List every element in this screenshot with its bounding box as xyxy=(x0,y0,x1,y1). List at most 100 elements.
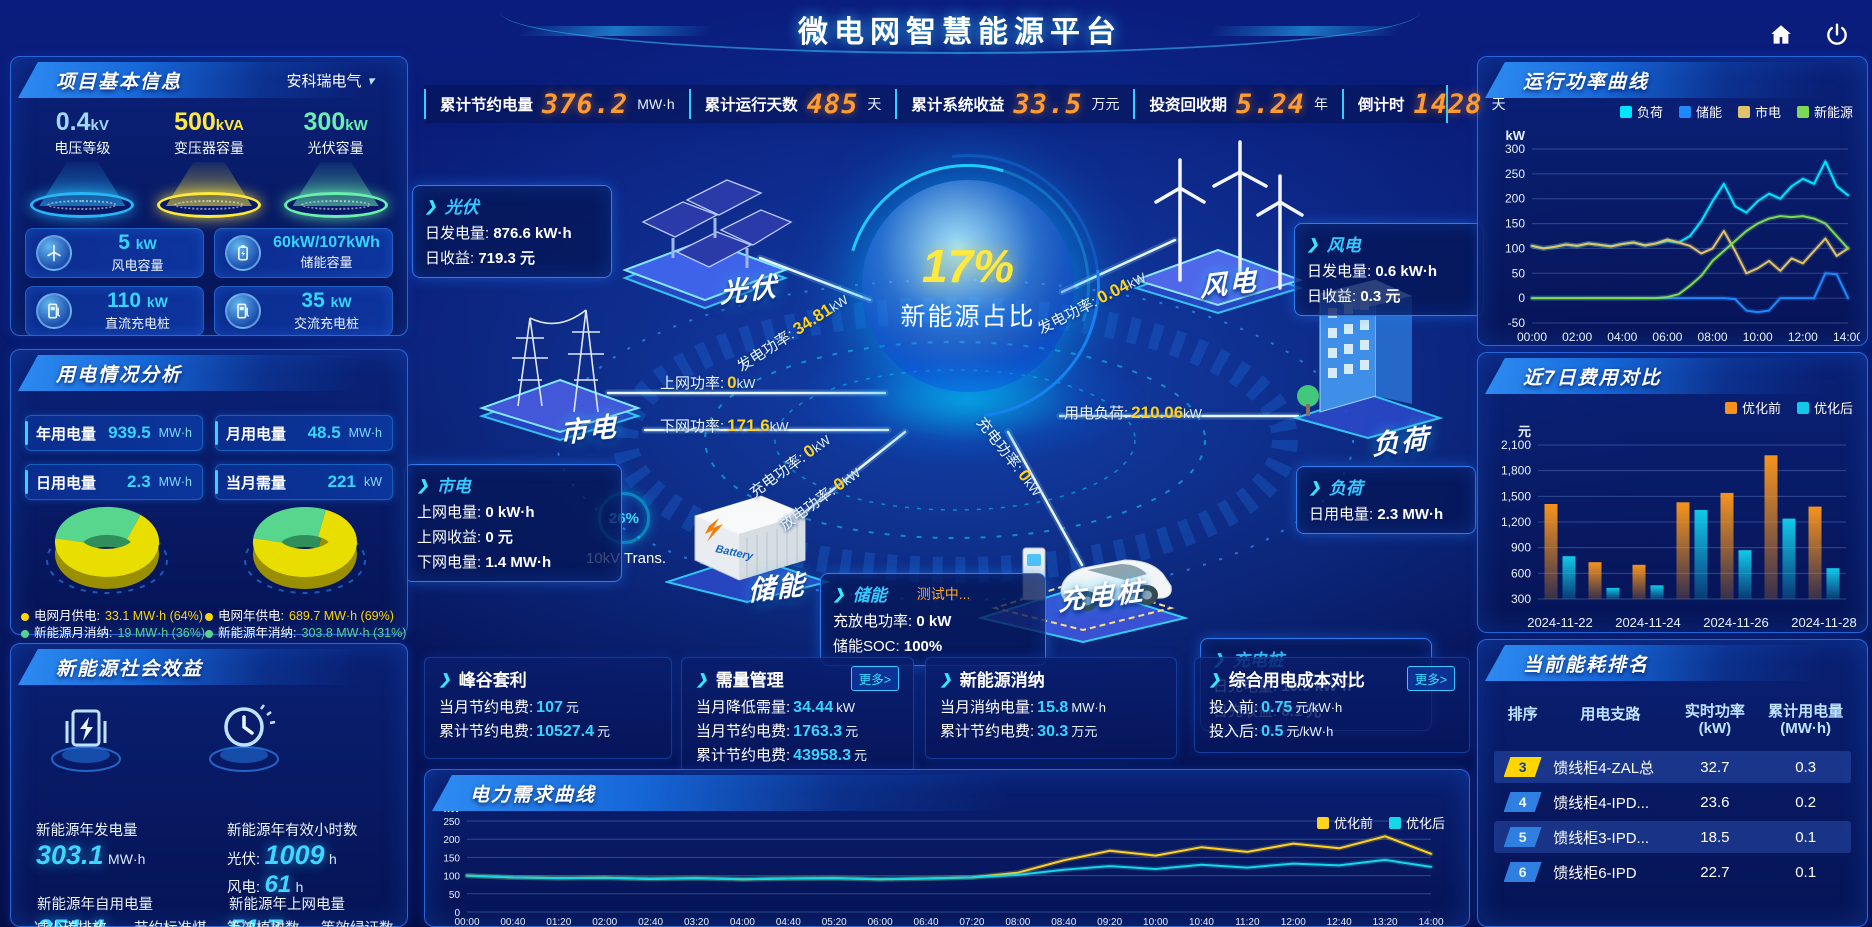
svg-text:04:00: 04:00 xyxy=(730,917,755,927)
rank-badge: 6 xyxy=(1503,862,1542,882)
legend-swatch-icon xyxy=(1619,105,1632,118)
renewable-share-value: 17% xyxy=(921,240,1015,292)
legend-renew-month: 新能源月消纳: 19 MW·h (36%) xyxy=(21,625,205,642)
rank-table-header: 排序 用电支路 实时功率 (kW) 累计用电量 (MW·h) xyxy=(1507,703,1844,737)
svg-text:2024-11-26: 2024-11-26 xyxy=(1703,615,1769,630)
company-dropdown[interactable]: 安科瑞电气 xyxy=(286,70,374,91)
svg-text:14:00: 14:00 xyxy=(1833,330,1860,344)
legend-grid-year: 电网年供电: 689.7 MW·h (69%) xyxy=(205,608,406,625)
month-energy-donut-chart xyxy=(46,506,168,594)
svg-text:50: 50 xyxy=(1512,266,1526,280)
panel-corner-icon xyxy=(434,775,454,788)
legend-swatch-icon xyxy=(21,612,29,621)
chevron-right-icon xyxy=(439,669,451,689)
grid-info-box: 市电 上网电量: 0 kW·h 上网收益: 0 元 下网电量: 1.4 MW·h xyxy=(404,464,622,582)
transformer-capacity-cone: 500kVA 变压器容量 xyxy=(150,108,268,218)
legend-item[interactable]: 储能 xyxy=(1678,102,1722,121)
chevron-right-icon xyxy=(417,475,429,495)
legend-item[interactable]: 优化前 xyxy=(1724,398,1781,417)
svg-text:07:20: 07:20 xyxy=(959,917,984,927)
kpi-countdown: 倒计时 1428 天 xyxy=(1342,89,1520,120)
battery-storage-illustration: Battery xyxy=(665,495,830,603)
run-power-panel: 运行功率曲线 负荷 储能 市电 新能源 -50 0 50 100 150 200 250 300 kW… xyxy=(1477,56,1868,346)
storage-status-badge: 测试中... xyxy=(916,585,971,602)
cost-chart-legend: 优化前 优化后 xyxy=(1478,394,1867,417)
energy-rank-title: 当前能耗排名 xyxy=(1523,654,1650,676)
svg-text:1,200: 1,200 xyxy=(1501,515,1531,529)
svg-text:08:00: 08:00 xyxy=(1005,917,1030,927)
demand-chart-legend: 优化前 优化后 xyxy=(1303,809,1459,832)
app-header: 微电网智慧能源平台 xyxy=(516,4,1404,54)
more-button[interactable]: 更多> xyxy=(1406,666,1455,691)
svg-text:kW: kW xyxy=(1506,128,1526,143)
home-icon[interactable] xyxy=(1764,18,1798,52)
legend-swatch-icon xyxy=(205,629,214,638)
page-title: 微电网智慧能源平台 xyxy=(798,16,1122,49)
table-row[interactable]: 3 馈线柜4-ZAL总 32.7 0.3 xyxy=(1494,751,1851,783)
wind-capacity-card: 5 kW 风电容量 xyxy=(25,228,204,278)
power-icon[interactable] xyxy=(1820,18,1854,52)
svg-text:04:40: 04:40 xyxy=(776,917,801,927)
demand-curve-panel: 电力需求曲线 优化前 优化后 0 50 100 150 200 250 kW 00:00 00:4… xyxy=(424,769,1470,927)
svg-text:04:00: 04:00 xyxy=(1607,330,1637,344)
kpi-payback-period: 投资回收期 5.24 年 xyxy=(1133,89,1342,120)
more-button[interactable]: 更多> xyxy=(850,666,899,691)
chevron-right-icon xyxy=(833,584,845,604)
legend-item[interactable]: 优化前 xyxy=(1316,813,1373,832)
svg-text:50: 50 xyxy=(449,890,461,901)
svg-text:900: 900 xyxy=(1511,541,1531,555)
svg-text:-50: -50 xyxy=(1508,316,1526,330)
svg-text:06:40: 06:40 xyxy=(914,917,939,927)
chevron-right-icon xyxy=(425,196,437,216)
panel-corner-icon xyxy=(20,355,40,368)
month-demand-stat: 当月需量 221 kW xyxy=(215,464,393,500)
legend-item[interactable]: 负荷 xyxy=(1619,102,1663,121)
panel-corner-icon xyxy=(1487,358,1507,371)
power-usage-panel: 用电情况分析 年用电量 939.5 MW·h 月用电量 48.5 MW·h 日用电量 2.… xyxy=(10,349,408,640)
node-label-grid: 市电 xyxy=(559,411,619,449)
benefit-coal: 节约标准煤91.7 t xyxy=(134,917,207,927)
solar-panels-illustration xyxy=(622,179,793,310)
svg-text:0: 0 xyxy=(454,908,460,919)
node-label-pv: 光伏 xyxy=(719,271,779,309)
svg-text:02:40: 02:40 xyxy=(638,917,663,927)
legend-item[interactable]: 市电 xyxy=(1737,102,1781,121)
battery-icon xyxy=(225,235,261,271)
renewable-share-label: 新能源占比 xyxy=(900,303,1036,331)
legend-swatch-icon xyxy=(1316,816,1329,829)
month-usage-stat: 月用电量 48.5 MW·h xyxy=(215,415,393,451)
capacity-cones: 0.4kV 电压等级 500kVA 变压器容量 300kW 光伏容量 xyxy=(11,108,407,218)
svg-text:13:20: 13:20 xyxy=(1373,917,1398,927)
legend-item[interactable]: 优化后 xyxy=(1388,813,1445,832)
svg-text:0: 0 xyxy=(1518,291,1525,305)
svg-text:12:00: 12:00 xyxy=(1788,330,1818,344)
table-row[interactable]: 6 馈线柜6-IPD 22.7 0.1 xyxy=(1494,856,1851,888)
table-row[interactable]: 4 馈线柜4-IPD... 23.6 0.2 xyxy=(1494,786,1851,818)
panel-corner-icon xyxy=(20,649,40,662)
svg-text:200: 200 xyxy=(443,835,460,846)
legend-renew-year: 新能源年消纳: 303.8 MW·h (31%) xyxy=(205,625,406,642)
svg-text:2024-11-22: 2024-11-22 xyxy=(1527,615,1593,630)
table-row[interactable]: 5 馈线柜3-IPD... 18.5 0.1 xyxy=(1494,821,1851,853)
year-energy-donut-chart xyxy=(244,507,366,594)
header-decor-left xyxy=(516,26,714,36)
capacity-cards: 5 kW 风电容量 60kW/107kWh 储能容量 110 kW 直流充电桩 35 … xyxy=(25,228,393,336)
svg-text:02:00: 02:00 xyxy=(1562,330,1592,344)
legend-swatch-icon xyxy=(1678,105,1691,118)
chevron-right-icon xyxy=(1209,669,1221,689)
svg-text:06:00: 06:00 xyxy=(868,917,893,927)
svg-text:100: 100 xyxy=(443,872,460,883)
legend-item[interactable]: 新能源 xyxy=(1796,102,1853,121)
svg-text:10:00: 10:00 xyxy=(1143,917,1168,927)
legend-label: 负荷 xyxy=(1636,105,1663,120)
legend-item[interactable]: 优化后 xyxy=(1796,398,1853,417)
svg-text:1,500: 1,500 xyxy=(1501,489,1531,503)
svg-text:250: 250 xyxy=(1505,167,1525,181)
svg-text:09:20: 09:20 xyxy=(1097,917,1122,927)
svg-text:01:20: 01:20 xyxy=(546,917,571,927)
donut-legend: 电网月供电: 33.1 MW·h (64%) 电网年供电: 689.7 MW·h (… xyxy=(21,608,406,642)
